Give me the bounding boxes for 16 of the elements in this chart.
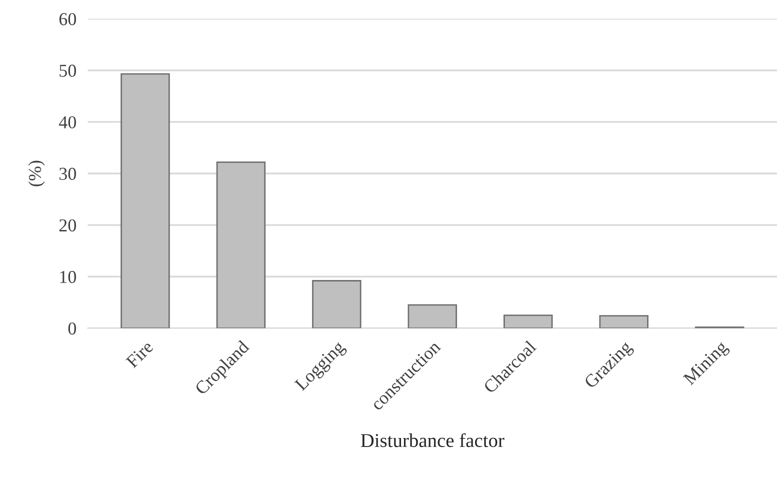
bar: [312, 280, 362, 328]
y-tick-label: 40: [58, 116, 76, 128]
y-tick-label: 20: [59, 219, 76, 232]
y-axis-title: (%): [28, 160, 45, 186]
y-tick-label: 50: [60, 64, 76, 77]
y-tick-label: 10: [60, 270, 76, 284]
bar: [408, 304, 458, 328]
y-tick-label: 30: [60, 168, 76, 180]
x-axis-title: Disturbance factor: [360, 433, 504, 448]
bar: [120, 73, 170, 328]
bar: [503, 314, 553, 328]
y-tick-label: 0: [68, 322, 76, 335]
bar: [216, 161, 266, 328]
y-tick-label: 60: [59, 13, 76, 26]
x-tick-label: Fire: [125, 340, 154, 368]
bar: [599, 315, 648, 328]
